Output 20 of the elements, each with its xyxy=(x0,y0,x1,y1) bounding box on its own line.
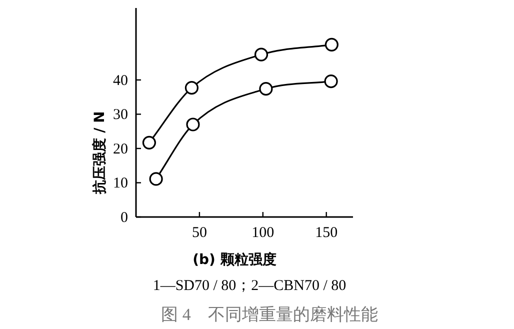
y-tick-label: 30 xyxy=(113,107,128,124)
y-tick-label: 20 xyxy=(113,141,128,158)
point xyxy=(184,81,199,95)
caption: 图 4 不同增重量的磨料性能 xyxy=(161,305,378,324)
x-tick-label: 150 xyxy=(315,225,338,241)
y-tick-label: 40 xyxy=(113,72,128,89)
x-axis-title: (b) 颗粒强度 xyxy=(192,251,276,268)
y-axis-title: 抗压强度 / N xyxy=(91,111,108,195)
y-tick-label: 0 xyxy=(120,210,128,226)
point xyxy=(142,136,156,150)
y-tick-label: 10 xyxy=(113,176,128,192)
x-tick-label: 100 xyxy=(252,225,274,241)
point xyxy=(186,118,200,132)
point xyxy=(259,82,273,96)
point xyxy=(324,38,338,52)
point xyxy=(324,74,338,88)
point xyxy=(149,172,163,186)
text: 1—SD70 / 80；2—CBN70 / 80 xyxy=(152,278,346,294)
x-tick-label: 50 xyxy=(192,225,207,241)
point xyxy=(254,48,268,62)
